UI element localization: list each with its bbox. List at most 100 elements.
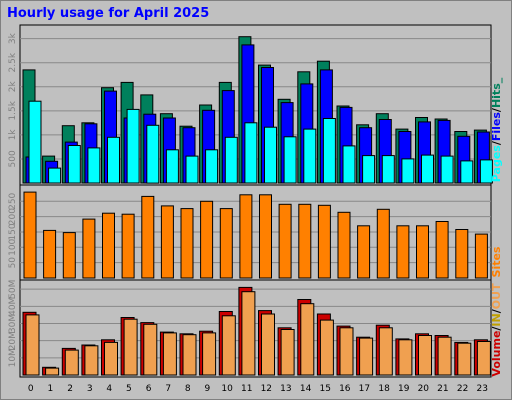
x-tick-label: 11 (241, 384, 252, 394)
volume-out-bar (319, 319, 334, 376)
y-tick-label: 500 (8, 150, 18, 167)
sites-bar (23, 191, 37, 279)
sites-bar (317, 204, 331, 279)
x-tick-label: 15 (319, 384, 330, 394)
volume-out-bar (280, 329, 295, 376)
x-tick-label: 23 (476, 384, 487, 394)
pages-bar (303, 128, 317, 184)
legend-item: / (490, 326, 503, 331)
volume-out-bar (202, 332, 217, 376)
x-tick-label: 14 (300, 384, 312, 394)
pages-bar (440, 155, 454, 184)
x-tick-label: 2 (67, 384, 73, 394)
volume-out-bar (64, 349, 79, 376)
volume-out-bar (143, 323, 158, 376)
pages-bar (342, 145, 356, 184)
volume-out-bar (162, 332, 177, 376)
volume-out-bar (457, 342, 472, 376)
x-tick-label: 3 (87, 384, 93, 394)
x-tick-label: 18 (378, 384, 390, 394)
legend-item: Sites (490, 246, 503, 277)
y-tick-label: 250 (8, 192, 18, 209)
pages-bar (48, 167, 62, 184)
sites-bar (43, 229, 57, 279)
sites-bar (396, 225, 410, 279)
legend-panel3: Volume/IN/OUT (490, 283, 503, 377)
legend-item: Volume (490, 331, 503, 377)
volume-out-bar (45, 367, 60, 376)
volume-out-bar (182, 334, 197, 376)
pages-bar (362, 155, 376, 184)
pages-bar (381, 155, 395, 184)
sites-bar (121, 213, 135, 279)
sites-bar (455, 229, 469, 279)
x-tick-label: 22 (457, 384, 468, 394)
sites-bar (376, 208, 390, 279)
volume-out-bar (221, 315, 236, 376)
pages-bar (146, 124, 160, 184)
pages-bar (244, 122, 258, 184)
pages-bar (322, 118, 336, 184)
sites-bar (82, 218, 96, 279)
y-tick-label: 30M (8, 314, 18, 333)
legend-item: OUT (490, 283, 503, 309)
volume-out-bar (84, 345, 99, 376)
y-tick-label: 2.5k (8, 52, 18, 72)
pages-bar (87, 147, 101, 184)
sites-bar (259, 194, 272, 279)
volume-out-bar (104, 341, 118, 376)
legend-item: / (490, 308, 503, 313)
x-tick-label: 17 (359, 384, 370, 394)
x-tick-label: 7 (165, 384, 171, 394)
sites-bar (298, 203, 312, 279)
x-tick-label: 4 (106, 384, 112, 394)
pages-bar (67, 145, 81, 184)
y-tick-label: 10M (8, 348, 18, 367)
x-tick-label: 9 (205, 384, 211, 394)
pages-bar (126, 108, 140, 184)
pages-bar (185, 155, 199, 184)
sites-bar (239, 194, 253, 279)
volume-out-bar (300, 303, 315, 376)
pages-bar (224, 136, 238, 184)
x-tick-label: 21 (437, 384, 448, 394)
x-tick-label: 1 (48, 384, 54, 394)
sites-bar (62, 232, 76, 279)
legend-item: IN (490, 313, 503, 326)
sites-bar (278, 203, 292, 279)
sites-bar (102, 212, 115, 279)
pages-bar (107, 136, 120, 184)
legend-item: / (490, 140, 503, 145)
volume-out-bar (241, 291, 256, 376)
y-tick-label: 1k (8, 129, 18, 141)
volume-out-bar (378, 327, 393, 376)
y-tick-label: 50 (8, 257, 18, 269)
legend-item: _ (490, 77, 503, 83)
legend-item: Pages (490, 145, 503, 183)
pages-bar (401, 158, 415, 184)
y-tick-label: 40M (8, 297, 18, 316)
sites-bar (141, 195, 155, 279)
legend-panel2: Sites (490, 246, 503, 277)
volume-out-bar (339, 327, 354, 376)
volume-out-bar (25, 314, 40, 376)
y-tick-label: 150 (8, 223, 18, 240)
x-tick-label: 6 (146, 384, 152, 394)
volume-out-bar (359, 337, 374, 376)
x-tick-label: 16 (339, 384, 351, 394)
legend-item: / (490, 107, 503, 112)
pages-bar (421, 154, 434, 184)
x-tick-label: 13 (280, 384, 291, 394)
y-tick-label: 50M (8, 280, 18, 299)
sites-bar (416, 225, 429, 279)
pages-bar (205, 149, 219, 184)
x-tick-label: 8 (185, 384, 191, 394)
x-tick-label: 19 (398, 384, 410, 394)
volume-out-bar (418, 335, 432, 376)
sites-bar (435, 221, 449, 279)
legend-item: Files (490, 112, 503, 142)
volume-out-bar (261, 313, 275, 376)
pages-bar (460, 160, 474, 184)
pages-bar (264, 126, 277, 184)
